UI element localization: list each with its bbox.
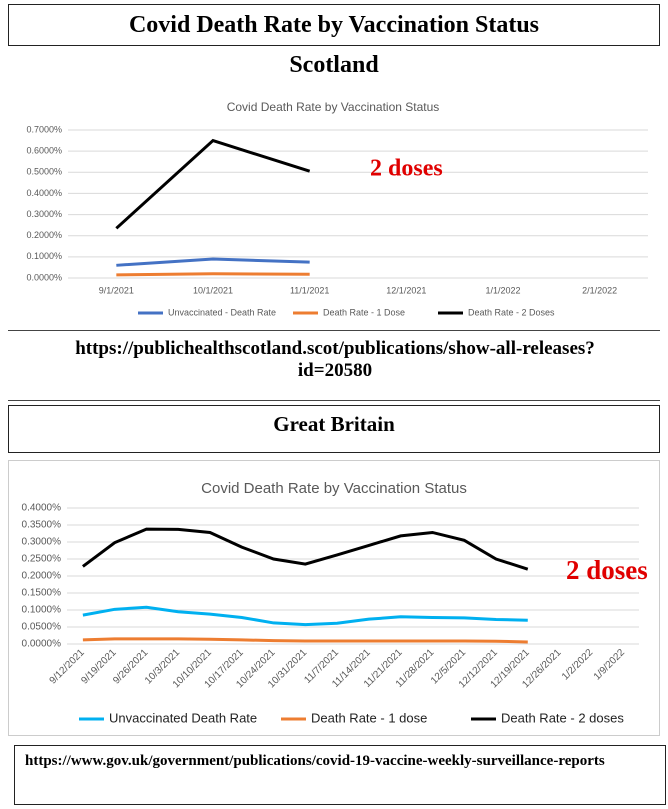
y-tick-label: 0.2500% — [22, 554, 62, 565]
line — [81, 527, 529, 571]
line — [116, 257, 310, 267]
x-tick-label: 1/2/2022 — [560, 647, 596, 683]
line — [82, 605, 528, 627]
legend-label: Death Rate - 2 doses — [501, 710, 624, 725]
y-tick-label: 0.2000% — [22, 571, 62, 582]
legend-label: Death Rate - 1 Dose — [323, 307, 405, 317]
chart: Covid Death Rate by Vaccination Status 0.… — [26, 100, 648, 317]
section-heading: Scotland — [289, 52, 379, 78]
chart-title: Covid Death Rate by Vaccination Status — [201, 480, 467, 497]
divider — [8, 330, 660, 331]
y-tick-label: 0.7000% — [26, 124, 62, 134]
line — [115, 138, 311, 230]
legend-label: Unvaccinated Death Rate — [109, 710, 257, 725]
chart-title: Covid Death Rate by Vaccination Status — [227, 100, 440, 114]
line — [116, 272, 310, 277]
source-link[interactable]: https://www.gov.uk/government/publicatio… — [14, 745, 666, 805]
y-tick-label: 0.3000% — [22, 537, 62, 548]
source-link[interactable]: https://publichealthscotland.scot/public… — [75, 338, 595, 381]
x-tick-label: 10/1/2021 — [193, 285, 233, 295]
y-tick-label: 0.2000% — [26, 230, 62, 240]
x-tick-label: 9/1/2021 — [99, 285, 134, 295]
legend-label: Death Rate - 1 dose — [311, 710, 427, 725]
x-tick-label: 1/9/2022 — [592, 647, 628, 683]
section-heading: Great Britain — [8, 405, 660, 453]
y-tick-label: 0.5000% — [26, 167, 62, 177]
y-tick-label: 0.6000% — [26, 146, 62, 156]
line — [82, 637, 528, 644]
page-title: Covid Death Rate by Vaccination Status — [8, 4, 660, 46]
divider — [8, 400, 660, 401]
annotation: 2 doses — [566, 555, 648, 585]
y-tick-label: 0.4000% — [22, 503, 62, 514]
x-tick-label: 11/1/2021 — [290, 285, 329, 295]
annotation: 2 doses — [370, 156, 443, 182]
y-tick-label: 0.4000% — [26, 188, 62, 198]
legend-label: Death Rate - 2 Doses — [468, 307, 555, 317]
x-tick-label: 1/1/2022 — [485, 285, 520, 295]
y-tick-label: 0.1000% — [26, 251, 62, 261]
y-tick-label: 0.3500% — [22, 520, 62, 531]
chart: Covid Death Rate by Vaccination Status 0.… — [8, 460, 660, 736]
legend-label: Unvaccinated - Death Rate — [168, 307, 276, 317]
y-tick-label: 0.3000% — [26, 209, 62, 219]
y-tick-label: 0.1500% — [22, 588, 62, 599]
y-tick-label: 0.0500% — [22, 622, 62, 633]
y-tick-label: 0.1000% — [22, 605, 62, 616]
x-tick-label: 12/1/2021 — [386, 285, 426, 295]
y-tick-label: 0.0000% — [26, 272, 62, 282]
x-tick-label: 2/1/2022 — [582, 285, 617, 295]
y-tick-label: 0.0000% — [22, 639, 62, 650]
